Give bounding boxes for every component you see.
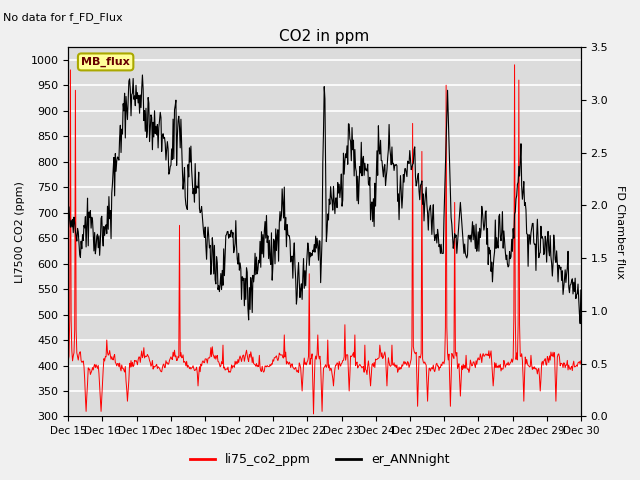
Title: CO2 in ppm: CO2 in ppm: [280, 29, 370, 44]
Legend: li75_co2_ppm, er_ANNnight: li75_co2_ppm, er_ANNnight: [186, 448, 454, 471]
Y-axis label: LI7500 CO2 (ppm): LI7500 CO2 (ppm): [15, 181, 25, 283]
Y-axis label: FD Chamber flux: FD Chamber flux: [615, 185, 625, 279]
Text: No data for f_FD_Flux: No data for f_FD_Flux: [3, 12, 123, 23]
Text: MB_flux: MB_flux: [81, 57, 130, 67]
